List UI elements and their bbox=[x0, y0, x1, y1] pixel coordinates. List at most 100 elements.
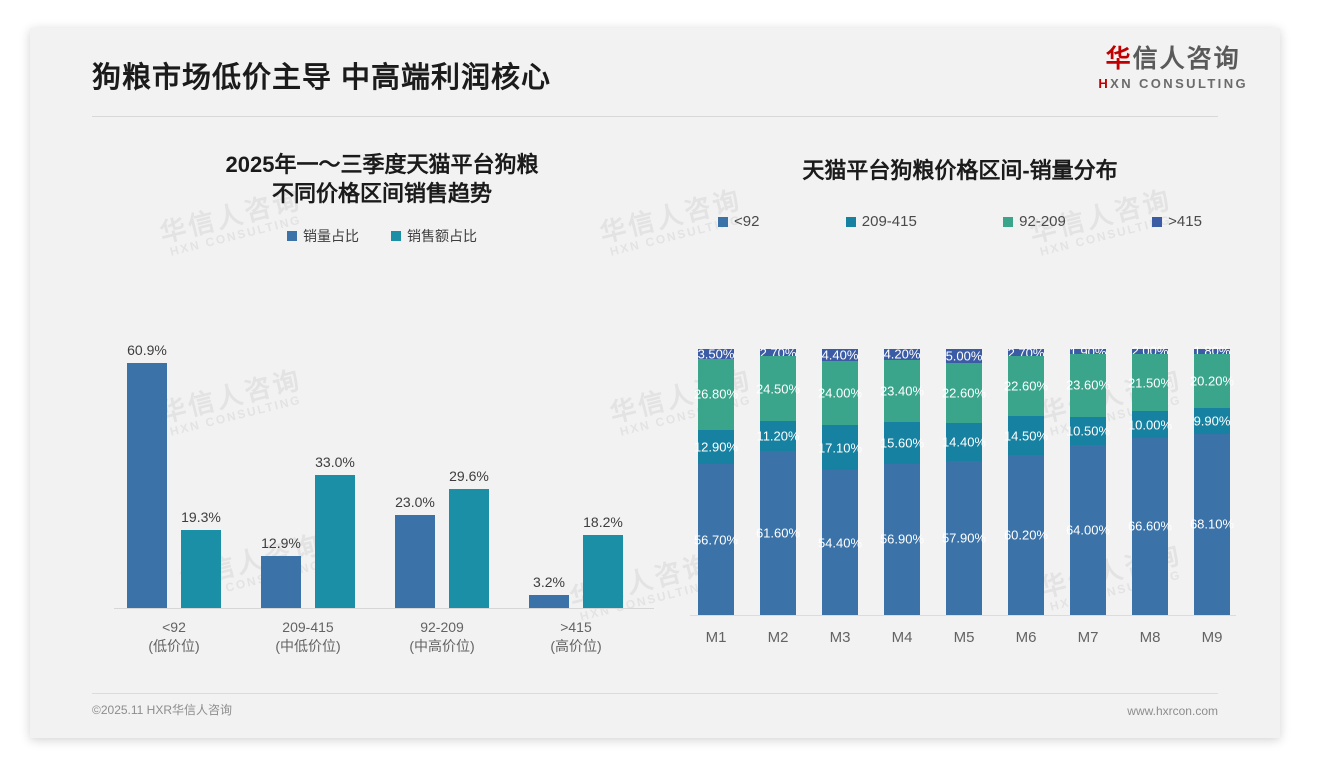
left-chart-legend: 销量占比 销售额占比 bbox=[92, 226, 672, 246]
stack-segment[interactable]: 15.60% bbox=[880, 422, 924, 464]
stack-segment-label: 56.90% bbox=[879, 531, 925, 547]
legend-item-gt415[interactable]: >415 bbox=[1152, 213, 1202, 230]
brand-logo-en: HXN CONSULTING bbox=[1098, 76, 1248, 91]
stack-segment[interactable]: 3.50% bbox=[698, 346, 735, 361]
stack-segment[interactable]: 23.60% bbox=[1066, 354, 1110, 417]
bar-rect[interactable] bbox=[449, 488, 489, 608]
bar-rect[interactable] bbox=[127, 362, 167, 608]
stack-segment[interactable]: 5.00% bbox=[946, 348, 983, 363]
right-chart-legend: <92 209-415 92-209 >415 bbox=[680, 213, 1240, 230]
stack-segment[interactable]: 4.40% bbox=[822, 348, 859, 363]
x-axis-line bbox=[114, 608, 654, 609]
stack-segment[interactable]: 20.20% bbox=[1190, 353, 1234, 408]
stack-segment-label: 21.50% bbox=[1127, 375, 1173, 391]
legend-item-sales[interactable]: 销售额占比 bbox=[391, 226, 477, 246]
stack-segment[interactable]: 24.50% bbox=[756, 356, 800, 422]
bar-rect[interactable] bbox=[315, 475, 355, 608]
legend-item-volume[interactable]: 销量占比 bbox=[287, 226, 359, 246]
bar-value-label: 19.3% bbox=[181, 509, 221, 526]
bar-rect[interactable] bbox=[529, 595, 569, 608]
stacked-bar: 4.20% 23.40% 15.60% 56.90% bbox=[880, 347, 924, 615]
bar-group: 3.2% 18.2% bbox=[516, 514, 636, 608]
x-axis-label: M9 bbox=[1201, 629, 1223, 646]
stack-segment[interactable]: 56.90% bbox=[880, 463, 924, 615]
legend-swatch-icon bbox=[718, 216, 728, 227]
bar-item[interactable]: 3.2% bbox=[529, 574, 569, 608]
stacked-bar-chart: 3.50% 26.80% 12.90% 56.70% M1 2.70% 24.50% 11.2… bbox=[680, 324, 1240, 664]
stack-segment-label: 24.50% bbox=[755, 381, 801, 397]
stack-segment-label: 17.10% bbox=[817, 440, 863, 456]
legend-item-lt92[interactable]: <92 bbox=[718, 213, 759, 230]
stacked-bar: 2.00% 21.50% 10.00% 66.60% bbox=[1128, 344, 1172, 615]
bar-group: 23.0% 29.6% bbox=[382, 468, 502, 608]
bar-item[interactable]: 12.9% bbox=[261, 535, 301, 608]
stack-segment[interactable]: 60.20% bbox=[1004, 454, 1048, 615]
page-title: 狗粮市场低价主导 中高端利润核心 bbox=[92, 62, 552, 94]
stack-segment[interactable]: 57.90% bbox=[942, 461, 986, 615]
bar-value-label: 12.9% bbox=[261, 535, 301, 552]
stack-segment[interactable]: 54.40% bbox=[818, 470, 862, 615]
stack-segment-label: 22.60% bbox=[941, 385, 987, 401]
stack-segment[interactable]: 22.60% bbox=[942, 362, 986, 423]
slide-canvas: 华信人咨询 HXN CONSULTING 华信人咨询 HXN CONSULTIN… bbox=[30, 28, 1280, 738]
bar-rect[interactable] bbox=[181, 530, 221, 608]
stack-segment[interactable]: 61.60% bbox=[756, 451, 800, 615]
stack-segment[interactable]: 12.90% bbox=[694, 429, 738, 465]
stack-segment-label: 23.40% bbox=[879, 383, 925, 399]
stack-segment[interactable]: 64.00% bbox=[1066, 444, 1110, 615]
right-chart-title: 天猫平台狗粮价格区间-销量分布 bbox=[802, 158, 1118, 183]
stack-segment-label: 26.80% bbox=[693, 386, 739, 402]
legend-item-92-209[interactable]: 92-209 bbox=[1003, 213, 1066, 230]
bar-rect[interactable] bbox=[395, 515, 435, 608]
stack-segment[interactable]: 24.00% bbox=[818, 360, 862, 425]
bar-value-label: 3.2% bbox=[533, 574, 565, 591]
bar-value-label: 60.9% bbox=[127, 341, 167, 358]
bar-item[interactable]: 33.0% bbox=[315, 454, 355, 608]
bar-rect[interactable] bbox=[261, 556, 301, 608]
stack-segment[interactable]: 22.60% bbox=[1004, 356, 1048, 417]
stack-segment[interactable]: 11.20% bbox=[756, 421, 800, 452]
footer-divider bbox=[92, 693, 1218, 694]
stack-segment[interactable]: 23.40% bbox=[880, 359, 924, 423]
footer-website[interactable]: www.hxrcon.com bbox=[1127, 704, 1218, 718]
stack-segment[interactable]: 21.50% bbox=[1128, 354, 1172, 412]
stack-segment-label: 54.40% bbox=[817, 535, 863, 551]
stack-segment-label: 12.90% bbox=[693, 439, 739, 455]
stack-segment-label: 56.70% bbox=[693, 532, 739, 548]
stack-segment[interactable]: 17.10% bbox=[818, 424, 862, 471]
stack-segment[interactable]: 56.70% bbox=[694, 464, 738, 615]
legend-swatch-icon bbox=[845, 216, 856, 227]
grouped-bar-chart: 60.9% 19.3% <92 (低价位) 12.9% 33.0% 209-415 (中低价位… bbox=[92, 316, 672, 661]
stack-segment[interactable]: 66.60% bbox=[1128, 437, 1172, 615]
stack-segment[interactable]: 10.00% bbox=[1128, 411, 1172, 438]
stack-segment[interactable]: 2.70% bbox=[760, 345, 797, 360]
stack-segment[interactable]: 14.40% bbox=[942, 422, 986, 461]
x-axis-label-main: <92 bbox=[162, 619, 186, 636]
stack-segment[interactable]: 2.70% bbox=[1008, 345, 1045, 360]
x-axis-label: >415 (高价位) bbox=[501, 618, 651, 656]
bar-item[interactable]: 60.9% bbox=[127, 342, 167, 608]
stack-segment[interactable]: 9.90% bbox=[1194, 407, 1230, 434]
legend-item-209-415[interactable]: 209-415 bbox=[845, 213, 917, 230]
header-divider bbox=[92, 116, 1218, 117]
stack-segment[interactable]: 68.10% bbox=[1190, 433, 1234, 615]
x-axis-line bbox=[690, 615, 1236, 616]
stack-segment[interactable]: 14.50% bbox=[1004, 416, 1048, 455]
bar-item[interactable]: 18.2% bbox=[583, 514, 623, 608]
legend-swatch-icon bbox=[391, 231, 401, 242]
stacked-bar: 5.00% 22.60% 14.40% 57.90% bbox=[942, 348, 986, 615]
bar-item[interactable]: 29.6% bbox=[449, 468, 489, 608]
x-axis-label: M6 bbox=[1015, 629, 1037, 646]
legend-label: 92-209 bbox=[1019, 213, 1066, 231]
stack-segment[interactable]: 10.50% bbox=[1066, 416, 1110, 445]
stack-segment-label: 10.00% bbox=[1127, 417, 1173, 433]
slide-header: 狗粮市场低价主导 中高端利润核心 华信人咨询 HXN CONSULTING bbox=[30, 28, 1280, 118]
stack-segment[interactable]: 4.20% bbox=[884, 347, 921, 362]
bar-rect[interactable] bbox=[583, 534, 623, 608]
stack-segment[interactable]: 26.80% bbox=[694, 358, 738, 430]
bar-item[interactable]: 23.0% bbox=[395, 494, 435, 608]
left-chart-title: 2025年一～三季度天猫平台狗粮 不同价格区间销售趋势 bbox=[92, 128, 672, 208]
stacked-bar: 1.90% 23.60% 10.50% 64.00% bbox=[1066, 344, 1110, 615]
stack-segment-label: 20.20% bbox=[1189, 373, 1235, 389]
bar-item[interactable]: 19.3% bbox=[181, 509, 221, 608]
